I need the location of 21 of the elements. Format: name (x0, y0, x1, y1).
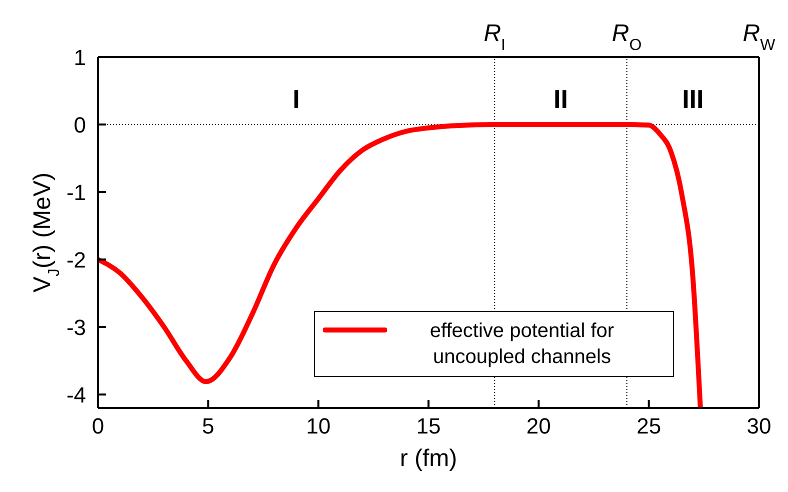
annotation: I (292, 84, 300, 114)
annotation: II (553, 84, 568, 114)
y-tick-label: 0 (74, 112, 86, 138)
ref-line-label: R$_{W}$ (742, 20, 776, 54)
x-tick-label: 0 (92, 414, 104, 439)
x-tick-label: 15 (416, 414, 441, 439)
x-axis-title: r (fm) (400, 445, 458, 472)
ref-line-label: R$_{O}$ (612, 20, 642, 54)
annotation: III (682, 84, 704, 114)
y-tick-label: -3 (66, 314, 86, 340)
x-tick-label: 20 (526, 414, 551, 439)
ref-line-label: R$_{I}$ (484, 20, 506, 54)
y-tick-label: -2 (66, 247, 86, 272)
x-tick-label: 10 (306, 414, 331, 439)
x-tick-label: 25 (636, 414, 662, 439)
y-tick-label: -4 (66, 382, 86, 408)
y-tick-label: -1 (66, 180, 86, 205)
y-tick-label: 1 (74, 44, 86, 70)
x-tick-label: 30 (746, 414, 772, 439)
legend-label: effective potential for uncoupled channels (428, 319, 616, 370)
x-tick-label: 5 (202, 414, 214, 439)
